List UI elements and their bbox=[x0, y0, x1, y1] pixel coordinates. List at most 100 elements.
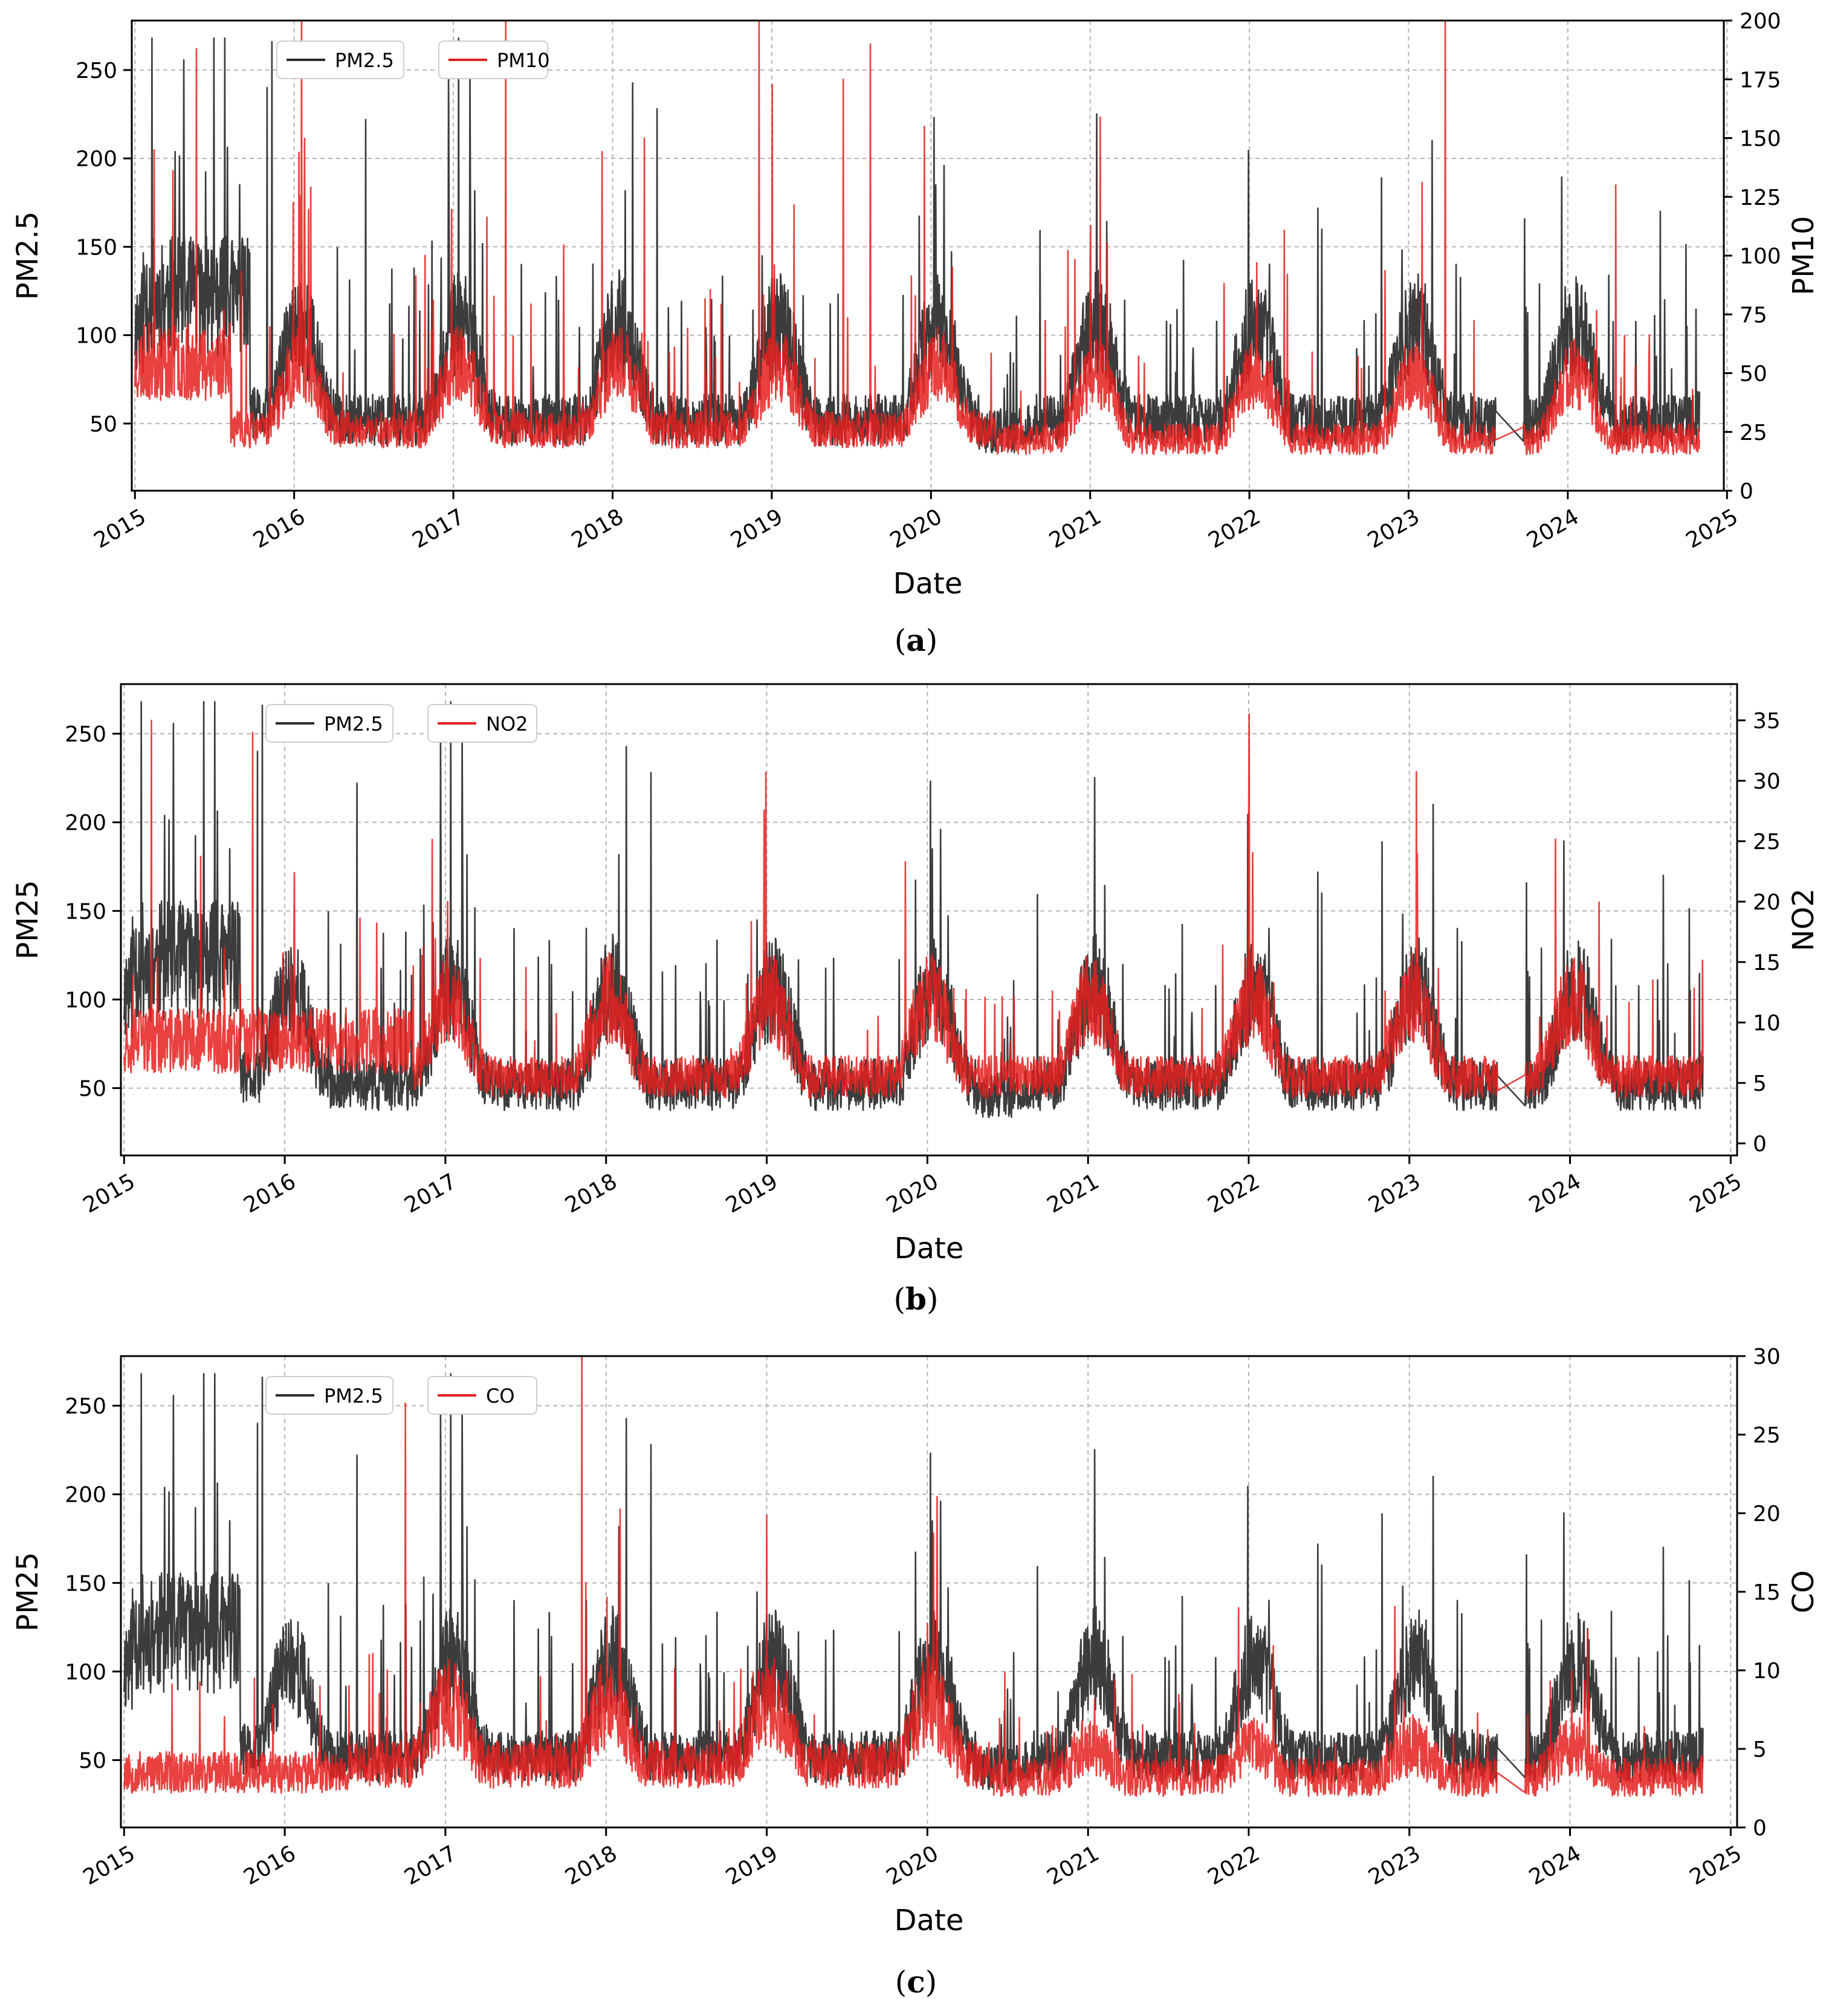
x-axis-label: Date bbox=[893, 567, 963, 601]
y-tick-label: 200 bbox=[76, 147, 117, 172]
caption-b: (b) bbox=[893, 1281, 939, 1317]
y-tick-label: 250 bbox=[65, 1394, 106, 1419]
legend: PM2.5 NO2 bbox=[265, 704, 537, 743]
series-line-pm25 bbox=[134, 37, 1701, 454]
y2-tick-label: 150 bbox=[1740, 127, 1781, 152]
x-tick-label: 2019 bbox=[727, 504, 787, 553]
plot-lines bbox=[123, 701, 1704, 1119]
panel-a: 2015 2016 2017 2018 2019 2020 2021 2022 2023 2024… bbox=[0, 0, 1832, 677]
series-line-pm25 bbox=[123, 701, 1704, 1119]
caption-a: (a) bbox=[894, 622, 938, 658]
legend-box bbox=[265, 1376, 393, 1415]
y2-tick-label: 30 bbox=[1753, 1345, 1781, 1369]
y-axis-label: PM25 bbox=[11, 1552, 45, 1631]
legend-label: PM2.5 bbox=[324, 1384, 383, 1407]
x-tick-label: 2015 bbox=[90, 504, 151, 553]
legend-box bbox=[276, 40, 404, 79]
y2-tick-label: 0 bbox=[1753, 1816, 1767, 1841]
y2-axis-label: PM10 bbox=[1787, 216, 1821, 295]
y-tick-label: 150 bbox=[65, 899, 106, 924]
y-tick-label: 200 bbox=[65, 811, 106, 836]
x-tick-label: 2019 bbox=[722, 1841, 782, 1890]
x-tick-label: 2018 bbox=[568, 504, 628, 553]
y-axis-label: PM2.5 bbox=[11, 212, 45, 300]
legend-box bbox=[438, 40, 548, 79]
legend-label: NO2 bbox=[486, 712, 528, 735]
x-tick-label: 2023 bbox=[1364, 1169, 1425, 1218]
y2-tick-label: 35 bbox=[1753, 709, 1781, 734]
y2-tick-label: 15 bbox=[1753, 951, 1781, 975]
y2-tick-label: 20 bbox=[1753, 1502, 1781, 1527]
x-tick-label: 2016 bbox=[240, 1841, 300, 1890]
y2-tick-label: 5 bbox=[1753, 1071, 1767, 1096]
y2-tick-label: 50 bbox=[1740, 362, 1767, 387]
x-axis-label: Date bbox=[895, 1232, 964, 1265]
x-tick-label: 2017 bbox=[400, 1169, 461, 1218]
y2-tick-label: 75 bbox=[1740, 303, 1767, 328]
x-axis-label: Date bbox=[895, 1904, 964, 1937]
y-tick-label: 150 bbox=[76, 235, 117, 260]
x-tick-label: 2025 bbox=[1686, 1169, 1746, 1218]
y2-tick-label: 25 bbox=[1753, 1423, 1781, 1448]
x-tick-label: 2017 bbox=[400, 1841, 461, 1890]
y2-axis-label: CO bbox=[1787, 1570, 1821, 1613]
x-tick-label: 2018 bbox=[561, 1169, 621, 1218]
plot-lines bbox=[123, 1355, 1704, 1797]
x-tick-label: 2024 bbox=[1525, 1841, 1585, 1890]
x-tick-label: 2021 bbox=[1043, 1841, 1104, 1890]
x-tick-label: 2020 bbox=[882, 1169, 943, 1218]
x-tick-label: 2016 bbox=[240, 1169, 300, 1218]
y2-axis-label: NO2 bbox=[1787, 888, 1821, 951]
panel-b: 2015 2016 2017 2018 2019 2020 2021 2022 2023 2024… bbox=[0, 671, 1832, 1342]
plot-lines bbox=[134, 19, 1701, 456]
x-tick-label: 2025 bbox=[1686, 1841, 1746, 1890]
y2-tick-label: 10 bbox=[1753, 1011, 1781, 1036]
y2-tick-label: 5 bbox=[1753, 1737, 1767, 1762]
y-axis-label: PM25 bbox=[11, 880, 45, 959]
legend-label: CO bbox=[486, 1384, 515, 1407]
y2-tick-label: 25 bbox=[1753, 830, 1781, 855]
y2-tick-label: 175 bbox=[1740, 68, 1781, 92]
legend: PM2.5 CO bbox=[265, 1376, 537, 1415]
legend: PM2.5 PM10 bbox=[276, 40, 550, 79]
y2-tick-label: 0 bbox=[1740, 479, 1753, 504]
legend-label: PM2.5 bbox=[335, 49, 394, 72]
x-tick-label: 2024 bbox=[1523, 504, 1583, 553]
series-line-pm10 bbox=[134, 19, 1701, 456]
y2-tick-label: 10 bbox=[1753, 1659, 1781, 1684]
y-tick-label: 150 bbox=[65, 1571, 106, 1596]
chart-c: 2015 2016 2017 2018 2019 2020 2021 2022 2023 2024… bbox=[11, 1345, 1821, 1937]
x-tick-label: 2020 bbox=[886, 504, 947, 553]
y-tick-label: 250 bbox=[76, 59, 117, 83]
y2-tick-label: 200 bbox=[1740, 9, 1781, 34]
x-tick-label: 2024 bbox=[1525, 1169, 1585, 1218]
x-tick-label: 2015 bbox=[79, 1841, 140, 1890]
y-tick-label: 250 bbox=[65, 722, 106, 747]
x-tick-label: 2025 bbox=[1682, 504, 1743, 553]
y2-tick-label: 20 bbox=[1753, 890, 1781, 915]
chart-b: 2015 2016 2017 2018 2019 2020 2021 2022 2023 2024… bbox=[11, 683, 1821, 1265]
panel-c: 2015 2016 2017 2018 2019 2020 2021 2022 2023 2024… bbox=[0, 1342, 1832, 2016]
x-tick-label: 2022 bbox=[1203, 1169, 1264, 1218]
legend-box bbox=[265, 704, 393, 743]
x-tick-label: 2023 bbox=[1364, 504, 1424, 553]
y-tick-label: 50 bbox=[89, 412, 117, 437]
y-tick-label: 200 bbox=[65, 1483, 106, 1508]
legend-box bbox=[427, 704, 537, 743]
x-tick-label: 2016 bbox=[249, 504, 309, 553]
y2-tick-label: 125 bbox=[1740, 186, 1781, 210]
x-tick-label: 2021 bbox=[1045, 504, 1105, 553]
x-tick-label: 2015 bbox=[79, 1169, 140, 1218]
legend-label: PM2.5 bbox=[324, 712, 383, 735]
y2-tick-label: 25 bbox=[1740, 421, 1767, 445]
x-tick-label: 2017 bbox=[409, 504, 469, 553]
plot-frame bbox=[120, 683, 1738, 1157]
legend-box bbox=[427, 1376, 537, 1415]
y-tick-label: 100 bbox=[65, 988, 106, 1013]
caption-c: (c) bbox=[895, 1964, 937, 2000]
x-tick-label: 2021 bbox=[1043, 1169, 1104, 1218]
series-line-co bbox=[123, 1355, 1704, 1797]
y-tick-label: 50 bbox=[79, 1749, 106, 1774]
y2-tick-label: 15 bbox=[1753, 1580, 1781, 1605]
